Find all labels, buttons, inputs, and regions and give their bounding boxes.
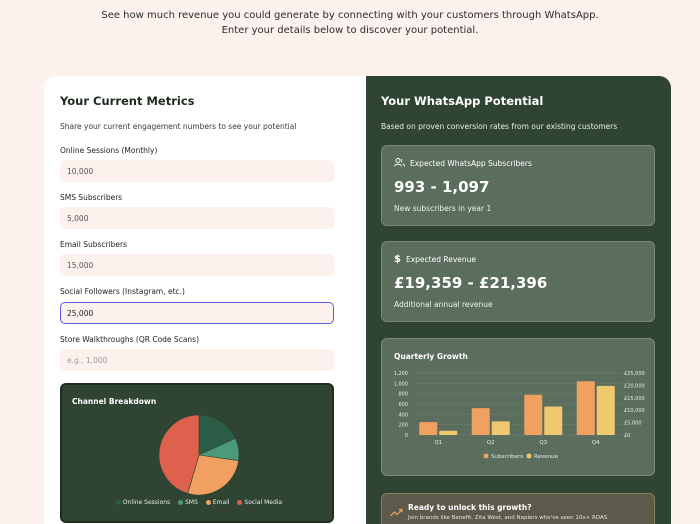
users-icon [394, 158, 405, 169]
bar-subscribers-q4 [576, 381, 595, 435]
revenue-value: £19,359 - £21,396 [394, 274, 548, 292]
trend-up-icon [390, 502, 403, 521]
legend-swatch [237, 500, 243, 505]
store-walkthroughs-input[interactable] [60, 349, 334, 371]
subscribers-value: 993 - 1,097 [394, 178, 490, 196]
y-right-tick-label: £25,000 [624, 371, 645, 377]
potential-title: Your WhatsApp Potential [381, 94, 544, 108]
revenue-card: $ Expected Revenue £19,359 - £21,396 Add… [381, 241, 655, 322]
y-right-tick-label: £10,000 [624, 408, 645, 414]
y-right-tick-label: £5,000 [624, 421, 642, 427]
quarterly-growth-title: Quarterly Growth [394, 352, 468, 361]
revenue-heading: Expected Revenue [405, 255, 477, 264]
legend-label: Revenue [534, 454, 559, 460]
pie-slice-social-media [158, 414, 200, 494]
quarterly-growth-chart: 0 200 400 600 800 1,000 1,200 £0 £5,000 £10,000 £1… [394, 371, 645, 460]
revenue-note: Additional annual revenue [394, 300, 493, 309]
subscribers-heading: Expected WhatsApp Subscribers [410, 159, 532, 168]
y-left-tick-label: 200 [398, 423, 408, 429]
x-tick-label: Q1 [434, 440, 442, 446]
channel-legend: Online Sessions SMS Email Social Media [62, 499, 336, 506]
x-tick-label: Q3 [539, 440, 547, 446]
x-tick-label: Q4 [592, 440, 600, 446]
cta-title: Ready to unlock this growth? [408, 503, 532, 512]
subscribers-card: Expected WhatsApp Subscribers 993 - 1,09… [381, 145, 655, 226]
online-sessions-input[interactable] [60, 160, 334, 182]
y-left-tick-label: 0 [405, 433, 408, 439]
legend-swatch [483, 453, 489, 459]
legend-swatch [205, 500, 211, 505]
y-right-tick-label: £20,000 [624, 383, 645, 389]
intro-line-1: See how much revenue you could generate … [101, 10, 599, 21]
email-subscribers-label: Email Subscribers [60, 240, 128, 249]
social-followers-input[interactable] [60, 302, 334, 324]
legend-label: SMS [185, 499, 198, 506]
metrics-title: Your Current Metrics [60, 94, 195, 108]
bar-subscribers-q2 [471, 408, 490, 435]
online-sessions-label: Online Sessions (Monthly) [60, 146, 158, 155]
y-left-tick-label: 400 [398, 412, 408, 418]
legend-item-online-sessions: Online Sessions [115, 499, 171, 506]
bar-revenue-q2 [491, 421, 510, 435]
bar-revenue-q3 [544, 406, 563, 435]
email-subscribers-input[interactable] [60, 254, 334, 276]
bar-revenue-q1 [439, 430, 458, 435]
legend-swatch [526, 453, 532, 459]
cta-card[interactable]: Ready to unlock this growth? Join brands… [381, 493, 655, 524]
store-walkthroughs-label: Store Walkthroughs (QR Code Scans) [60, 335, 200, 344]
y-right-tick-label: £15,000 [624, 396, 645, 402]
legend-item-social-media: Social Media [237, 499, 282, 506]
revenue-heading-row: $ Expected Revenue [394, 254, 476, 265]
y-left-tick-label: 600 [398, 402, 408, 408]
y-left-tick-label: 1,000 [394, 381, 408, 387]
subscribers-note: New subscribers in year 1 [394, 204, 492, 213]
cta-subtitle: Join brands like Benefit, Zita West, and… [408, 515, 608, 521]
bar-subscribers-q1 [419, 422, 438, 435]
dollar-icon: $ [394, 254, 401, 265]
legend-swatch [115, 500, 121, 505]
quarterly-growth-card: Quarterly Growth 0 200 400 600 800 1,000 1,200… [381, 338, 655, 476]
channel-breakdown-title: Channel Breakdown [72, 397, 157, 406]
pie-slice-email [187, 454, 239, 496]
channel-pie-chart [158, 414, 240, 496]
legend-label: Email [212, 499, 230, 506]
sms-subscribers-input[interactable] [60, 207, 334, 229]
pie-slice-online-sessions [198, 414, 236, 456]
legend-swatch [178, 500, 184, 505]
y-left-tick-label: 800 [398, 392, 408, 398]
sms-subscribers-label: SMS Subscribers [60, 193, 123, 202]
legend-label: Social Media [244, 499, 283, 506]
channel-breakdown-card: Channel Breakdown Online Sessions SMS Em… [60, 383, 334, 523]
intro: See how much revenue you could generate … [0, 8, 700, 38]
bar-subscribers-q3 [524, 394, 543, 435]
y-right-tick-label: £0 [624, 433, 630, 439]
metrics-panel: Your Current Metrics Share your current … [44, 76, 367, 524]
subscribers-heading-row: Expected WhatsApp Subscribers [394, 158, 532, 169]
potential-subtitle: Based on proven conversion rates from ou… [381, 122, 618, 131]
legend-item-email: Email [205, 499, 230, 506]
x-tick-label: Q2 [487, 440, 495, 446]
bar-revenue-q4 [596, 385, 615, 435]
social-followers-label: Social Followers (Instagram, etc.) [60, 287, 185, 296]
intro-line-2: Enter your details below to discover you… [221, 25, 479, 36]
y-left-tick-label: 1,200 [394, 371, 408, 377]
metrics-subtitle: Share your current engagement numbers to… [60, 122, 297, 131]
legend-label: Subscribers [491, 454, 523, 460]
legend-label: Online Sessions [122, 499, 171, 506]
legend-item-sms: SMS [178, 499, 198, 506]
potential-panel: Your WhatsApp Potential Based on proven … [366, 76, 671, 524]
